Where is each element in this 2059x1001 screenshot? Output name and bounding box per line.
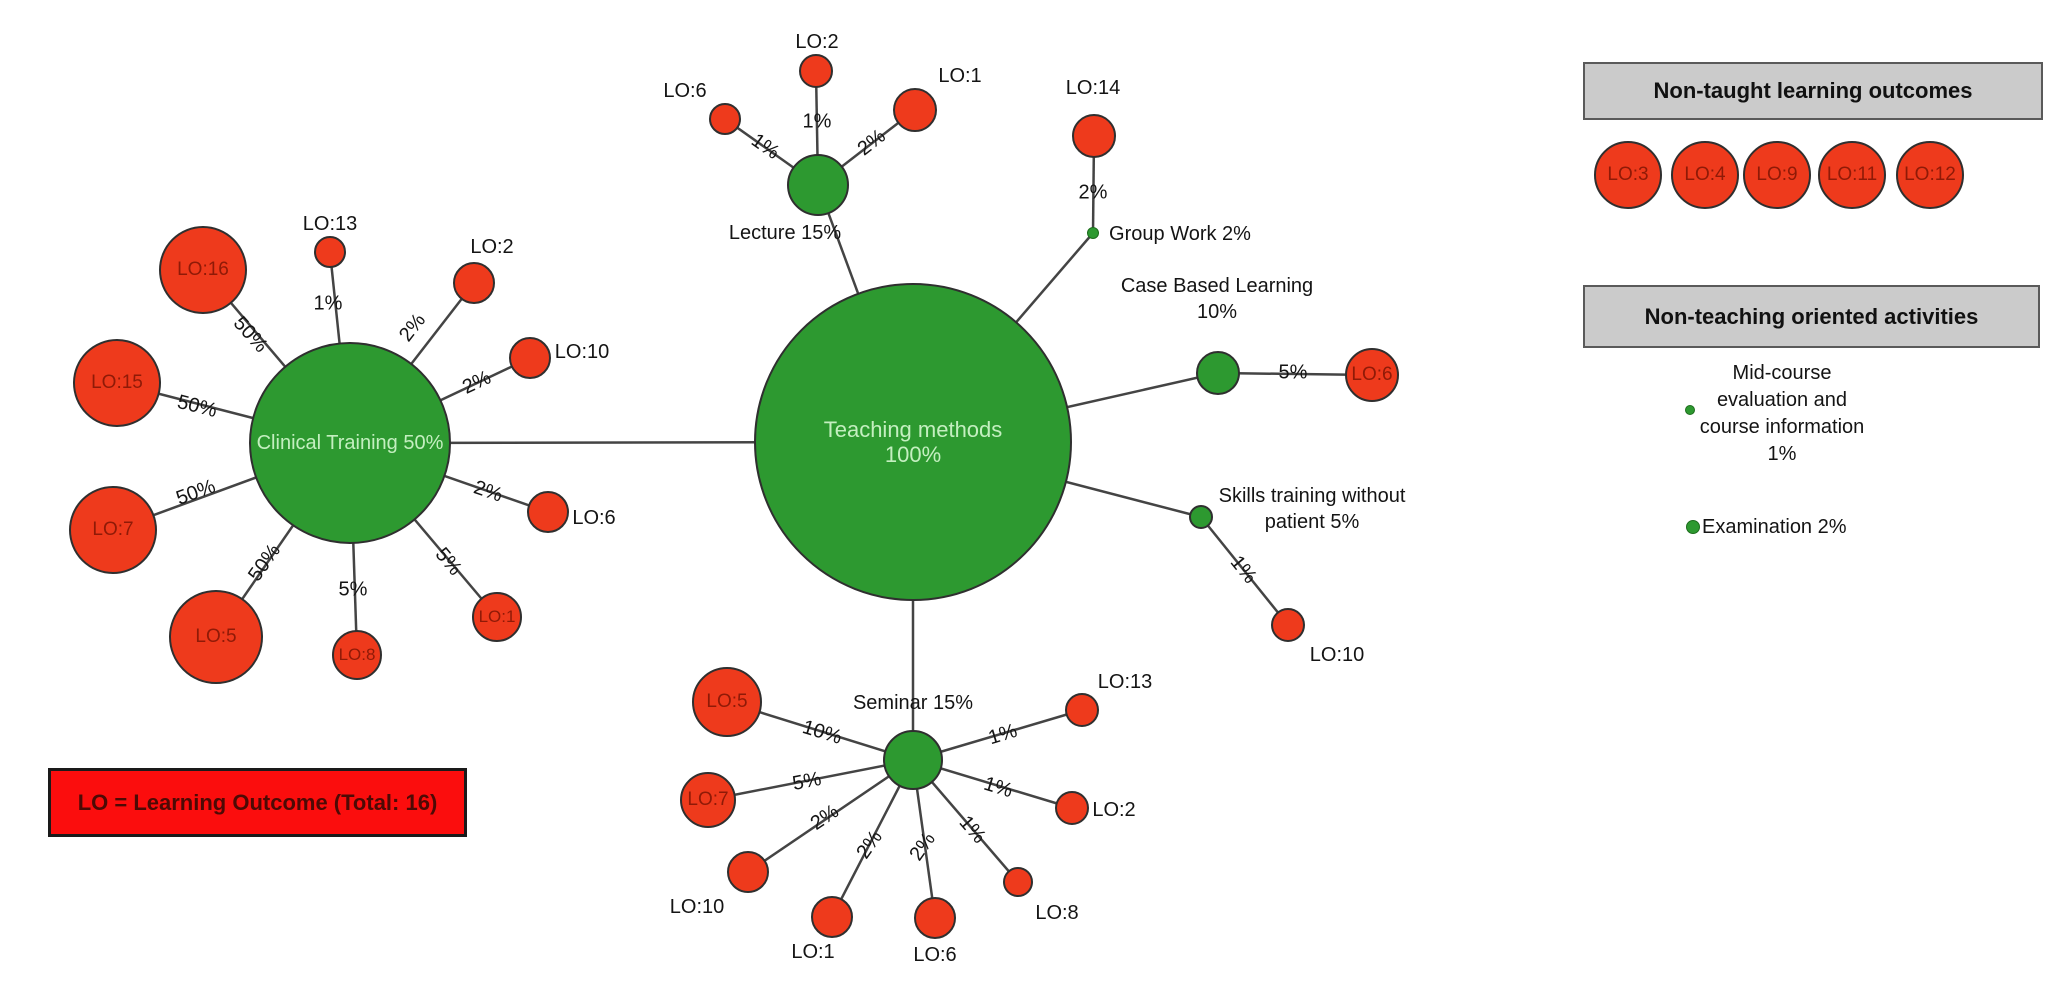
node-lo6-seminar bbox=[914, 897, 956, 939]
lo6-lecture-label: LO:6 bbox=[663, 80, 707, 102]
node-lo1-seminar bbox=[811, 896, 853, 938]
midcourse-line1: Mid-course bbox=[1732, 362, 1832, 384]
pct-lo2-lecture: 1% bbox=[802, 110, 832, 133]
lo2-seminar-label: LO:2 bbox=[1092, 799, 1136, 821]
non-taught-header: Non-taught learning outcomes bbox=[1583, 62, 2043, 120]
node-lo13-clinical bbox=[314, 236, 346, 268]
node-lo1-lecture bbox=[893, 88, 937, 132]
lo11-label: LO:11 bbox=[1826, 164, 1878, 185]
lo8-seminar-label: LO:8 bbox=[1035, 902, 1079, 924]
lo6-seminar-label: LO:6 bbox=[913, 944, 957, 966]
midcourse-line2: evaluation and bbox=[1716, 389, 1848, 411]
examination-dot bbox=[1686, 520, 1700, 534]
lo8-label: LO:8 bbox=[338, 645, 376, 664]
node-lo9-nontaught: LO:9 bbox=[1743, 141, 1811, 209]
node-clinical-training: Clinical Training 50% bbox=[249, 342, 451, 544]
lo13-outside-label: LO:13 bbox=[302, 213, 358, 235]
lo-note-box: LO = Learning Outcome (Total: 16) bbox=[48, 768, 467, 837]
node-lo12-nontaught: LO:12 bbox=[1896, 141, 1964, 209]
lo10-skills-label: LO:10 bbox=[1309, 644, 1365, 666]
node-clinical-training-label: Clinical Training 50% bbox=[256, 431, 444, 454]
node-lo2-lecture bbox=[799, 54, 833, 88]
lo2-lecture-label: LO:2 bbox=[795, 31, 839, 53]
lo6-cbl-label: LO:6 bbox=[1351, 364, 1393, 385]
lo7-seminar-label: LO:7 bbox=[687, 789, 729, 810]
lo13-seminar-label: LO:13 bbox=[1097, 671, 1153, 693]
midcourse-line4: 1% bbox=[1767, 443, 1797, 465]
pct-lo14: 2% bbox=[1078, 181, 1108, 204]
lo10-outside-label: LO:10 bbox=[554, 341, 610, 363]
node-lo15-clinical: LO:15 bbox=[73, 339, 161, 427]
node-lo2-clinical bbox=[453, 262, 495, 304]
non-taught-title: Non-taught learning outcomes bbox=[1653, 78, 1973, 103]
lo3-label: LO:3 bbox=[1607, 164, 1649, 185]
seminar-label: Seminar 15% bbox=[852, 692, 974, 714]
node-group-work bbox=[1087, 227, 1099, 239]
node-lo10-skills bbox=[1271, 608, 1305, 642]
node-lo3-nontaught: LO:3 bbox=[1594, 141, 1662, 209]
node-lo5-seminar: LO:5 bbox=[692, 667, 762, 737]
midcourse-label: Mid-course evaluation and course informa… bbox=[1700, 360, 1865, 468]
skills-training-label: Skills training without patient 5% bbox=[1219, 483, 1406, 535]
lo9-label: LO:9 bbox=[1756, 164, 1798, 185]
group-work-label: Group Work 2% bbox=[1109, 223, 1251, 245]
cbl-label-line1: Case Based Learning bbox=[1120, 275, 1314, 297]
node-lo13-seminar bbox=[1065, 693, 1099, 727]
lo4-label: LO:4 bbox=[1684, 164, 1726, 185]
lo16-label: LO:16 bbox=[177, 259, 229, 280]
lo5-seminar-label: LO:5 bbox=[706, 691, 748, 712]
examination-label: Examination 2% bbox=[1702, 516, 1847, 538]
node-teaching-methods-label: Teaching methods 100% bbox=[824, 417, 1003, 467]
teaching-methods-text: Teaching methods bbox=[823, 417, 1003, 442]
lo7-label: LO:7 bbox=[92, 519, 134, 540]
cbl-label-line2: 10% bbox=[1196, 301, 1238, 323]
lo1-label: LO:1 bbox=[478, 607, 516, 626]
lo5-label: LO:5 bbox=[195, 626, 237, 647]
node-lo2-seminar bbox=[1055, 791, 1089, 825]
node-seminar bbox=[883, 730, 943, 790]
lo-note-text: LO = Learning Outcome (Total: 16) bbox=[77, 789, 438, 815]
node-case-based-learning bbox=[1196, 351, 1240, 395]
lo2-outside-label: LO:2 bbox=[470, 236, 514, 258]
skills-label-line2: patient 5% bbox=[1264, 511, 1360, 533]
node-lo10-clinical bbox=[509, 337, 551, 379]
node-lecture bbox=[787, 154, 849, 216]
node-skills-training bbox=[1189, 505, 1213, 529]
node-lo1-clinical: LO:1 bbox=[472, 592, 522, 642]
pct-lo6-cbl: 5% bbox=[1278, 361, 1308, 384]
lo10-seminar-label: LO:10 bbox=[669, 896, 725, 918]
lo1-seminar-label: LO:1 bbox=[791, 941, 835, 963]
teaching-methods-pct: 100% bbox=[884, 442, 942, 467]
node-lo7-clinical: LO:7 bbox=[69, 486, 157, 574]
node-teaching-methods: Teaching methods 100% bbox=[754, 283, 1072, 601]
lo12-label: LO:12 bbox=[1904, 164, 1956, 185]
node-lo5-clinical: LO:5 bbox=[169, 590, 263, 684]
node-lo6-cbl: LO:6 bbox=[1345, 348, 1399, 402]
node-lo8-seminar bbox=[1003, 867, 1033, 897]
node-lo8-clinical: LO:8 bbox=[332, 630, 382, 680]
pct-lo8: 5% bbox=[338, 578, 368, 601]
pct-lo13: 1% bbox=[313, 292, 343, 315]
node-lo14-groupwork bbox=[1072, 114, 1116, 158]
non-teaching-header: Non-teaching oriented activities bbox=[1583, 285, 2040, 348]
lecture-label: Lecture 15% bbox=[728, 222, 842, 244]
lo15-label: LO:15 bbox=[91, 372, 143, 393]
midcourse-line3: course information bbox=[1699, 416, 1865, 438]
lo6-outside-label: LO:6 bbox=[572, 507, 616, 529]
case-based-learning-label: Case Based Learning 10% bbox=[1121, 273, 1313, 325]
non-teaching-title: Non-teaching oriented activities bbox=[1644, 303, 1979, 329]
lo14-label: LO:14 bbox=[1065, 77, 1121, 99]
lo1-lecture-label: LO:1 bbox=[938, 65, 982, 87]
node-lo6-lecture bbox=[709, 103, 741, 135]
midcourse-dot bbox=[1685, 405, 1695, 415]
node-lo4-nontaught: LO:4 bbox=[1671, 141, 1739, 209]
node-lo6-clinical bbox=[527, 491, 569, 533]
node-lo11-nontaught: LO:11 bbox=[1818, 141, 1886, 209]
skills-label-line1: Skills training without bbox=[1218, 485, 1406, 507]
node-lo7-seminar: LO:7 bbox=[680, 772, 736, 828]
node-lo10-seminar bbox=[727, 851, 769, 893]
node-lo16-clinical: LO:16 bbox=[159, 226, 247, 314]
